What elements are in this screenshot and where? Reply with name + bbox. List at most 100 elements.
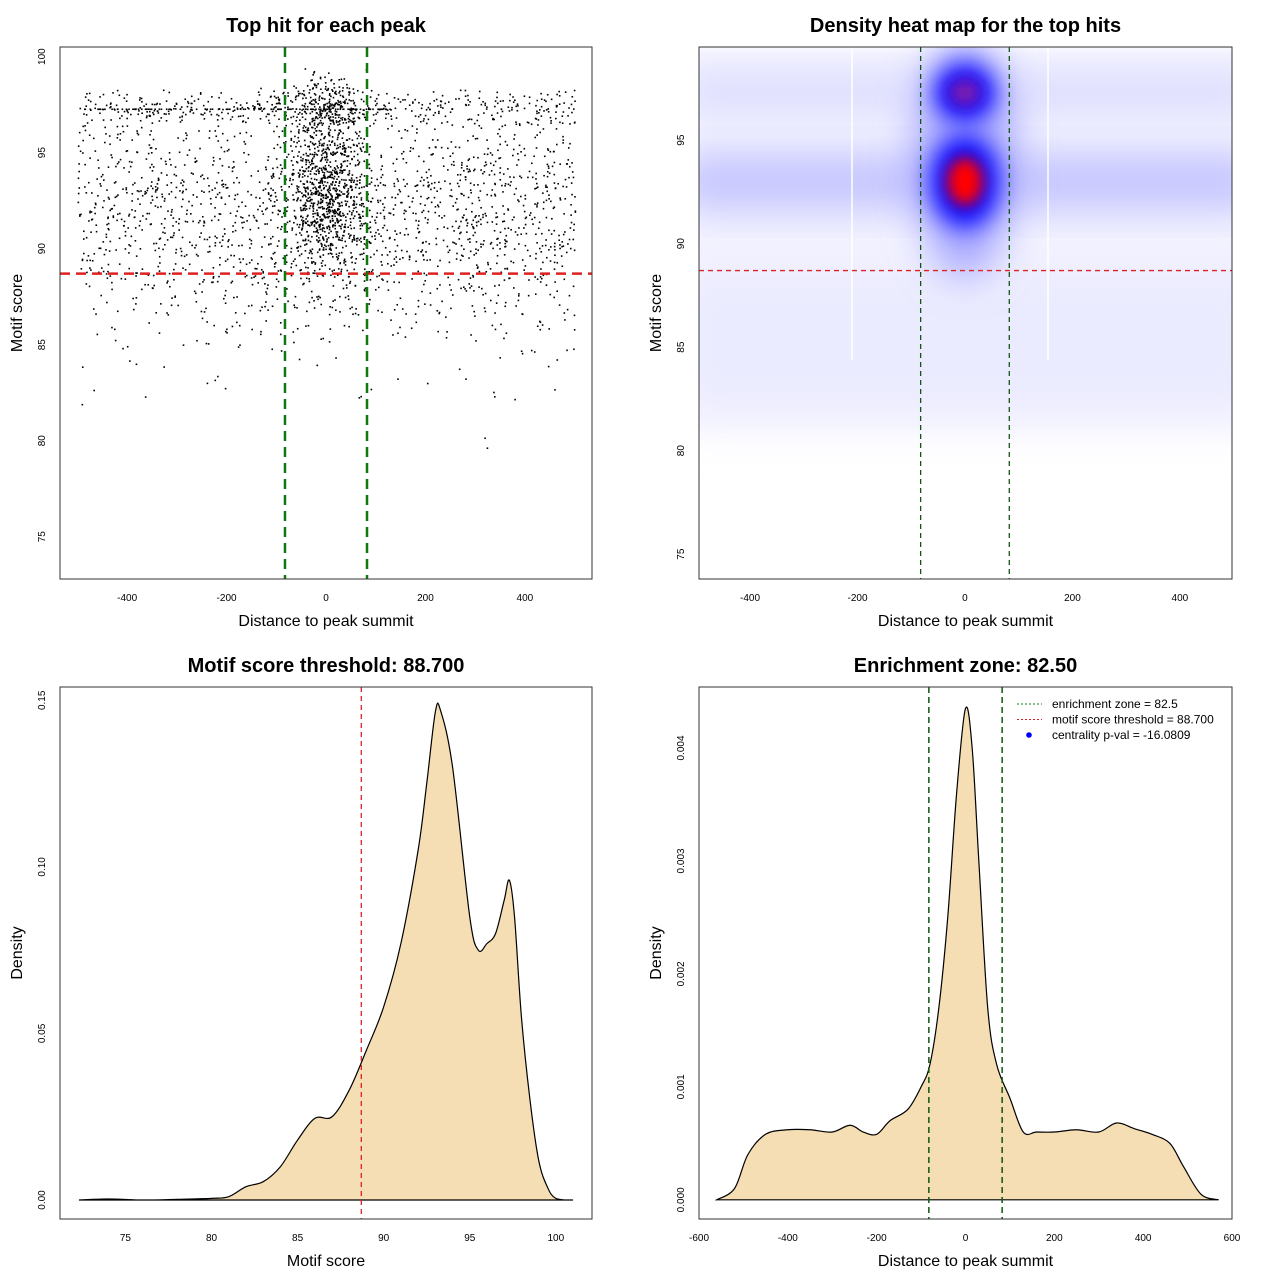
data-point <box>216 119 219 121</box>
data-point <box>301 166 304 169</box>
data-point <box>123 110 126 113</box>
data-point <box>311 192 313 194</box>
data-point <box>366 185 369 187</box>
data-point <box>252 105 254 107</box>
data-point <box>321 171 324 173</box>
data-point <box>353 215 356 217</box>
data-point <box>346 269 349 272</box>
data-point <box>107 166 110 168</box>
data-point <box>353 101 356 104</box>
data-point <box>383 104 385 107</box>
data-point <box>273 251 276 254</box>
data-point <box>422 160 425 163</box>
data-point <box>317 103 320 105</box>
data-point <box>340 178 343 181</box>
data-point <box>436 228 439 230</box>
data-point <box>293 156 295 158</box>
data-point <box>324 165 327 167</box>
data-point <box>492 118 494 121</box>
data-point <box>363 238 366 240</box>
data-point <box>437 265 439 268</box>
data-point <box>331 202 334 205</box>
data-point <box>408 258 411 261</box>
data-point <box>331 244 334 247</box>
data-point <box>308 225 311 227</box>
data-point <box>528 102 531 105</box>
data-point <box>356 183 358 186</box>
data-point <box>103 200 105 202</box>
data-point <box>445 316 447 318</box>
data-point <box>324 181 326 183</box>
data-point <box>101 206 104 209</box>
x-tick-label: -400 <box>117 593 137 604</box>
data-point <box>344 296 347 299</box>
data-point <box>483 170 486 173</box>
y-axis-label: Density <box>9 926 26 979</box>
data-point <box>419 202 422 205</box>
data-point <box>470 118 473 121</box>
data-point <box>343 231 345 233</box>
data-point <box>109 275 112 277</box>
data-point <box>125 100 128 103</box>
data-point <box>310 290 313 293</box>
data-point <box>336 173 339 176</box>
data-point <box>311 296 313 299</box>
data-point <box>360 150 363 152</box>
data-point <box>307 224 309 226</box>
data-point <box>368 209 371 212</box>
data-point <box>467 238 469 241</box>
data-point <box>350 181 353 183</box>
data-point <box>324 151 327 153</box>
data-point <box>128 244 130 246</box>
data-point <box>192 112 195 114</box>
data-point <box>245 121 247 124</box>
data-point <box>296 116 298 119</box>
data-point <box>318 116 321 119</box>
data-point <box>514 99 516 102</box>
data-point <box>369 256 372 258</box>
data-point <box>96 178 99 180</box>
data-point <box>217 219 220 221</box>
data-point <box>336 212 339 215</box>
data-point <box>472 135 474 137</box>
data-point <box>152 111 154 114</box>
data-point <box>216 113 218 116</box>
data-point <box>536 325 539 328</box>
data-point <box>458 97 460 100</box>
data-point <box>94 107 96 110</box>
data-point <box>345 139 348 141</box>
chart-title: Density heat map for the top hits <box>810 15 1121 37</box>
data-point <box>216 193 219 196</box>
data-point <box>327 133 330 136</box>
data-point <box>374 100 377 102</box>
data-point <box>500 108 503 111</box>
data-point <box>160 108 163 111</box>
data-point <box>305 205 307 207</box>
data-point <box>350 197 352 199</box>
data-point <box>172 217 175 219</box>
data-point <box>310 193 312 196</box>
data-point <box>557 182 560 185</box>
data-point <box>346 102 349 105</box>
y-axis-label: Motif score <box>9 274 26 352</box>
data-point <box>388 102 390 104</box>
data-point <box>294 258 296 260</box>
data-point <box>354 284 357 287</box>
data-point <box>232 161 235 163</box>
data-point <box>436 139 439 141</box>
data-point <box>348 87 351 90</box>
data-point <box>426 176 429 179</box>
data-point <box>514 231 517 233</box>
data-point <box>437 105 439 107</box>
data-point <box>531 218 533 221</box>
data-point <box>347 146 350 148</box>
data-point <box>314 190 317 193</box>
data-point <box>332 180 334 183</box>
data-point <box>342 234 345 237</box>
data-point <box>517 153 519 155</box>
data-point <box>196 339 198 342</box>
data-point <box>350 185 353 188</box>
data-point <box>308 207 311 210</box>
data-point <box>322 275 325 277</box>
data-point <box>123 167 125 169</box>
